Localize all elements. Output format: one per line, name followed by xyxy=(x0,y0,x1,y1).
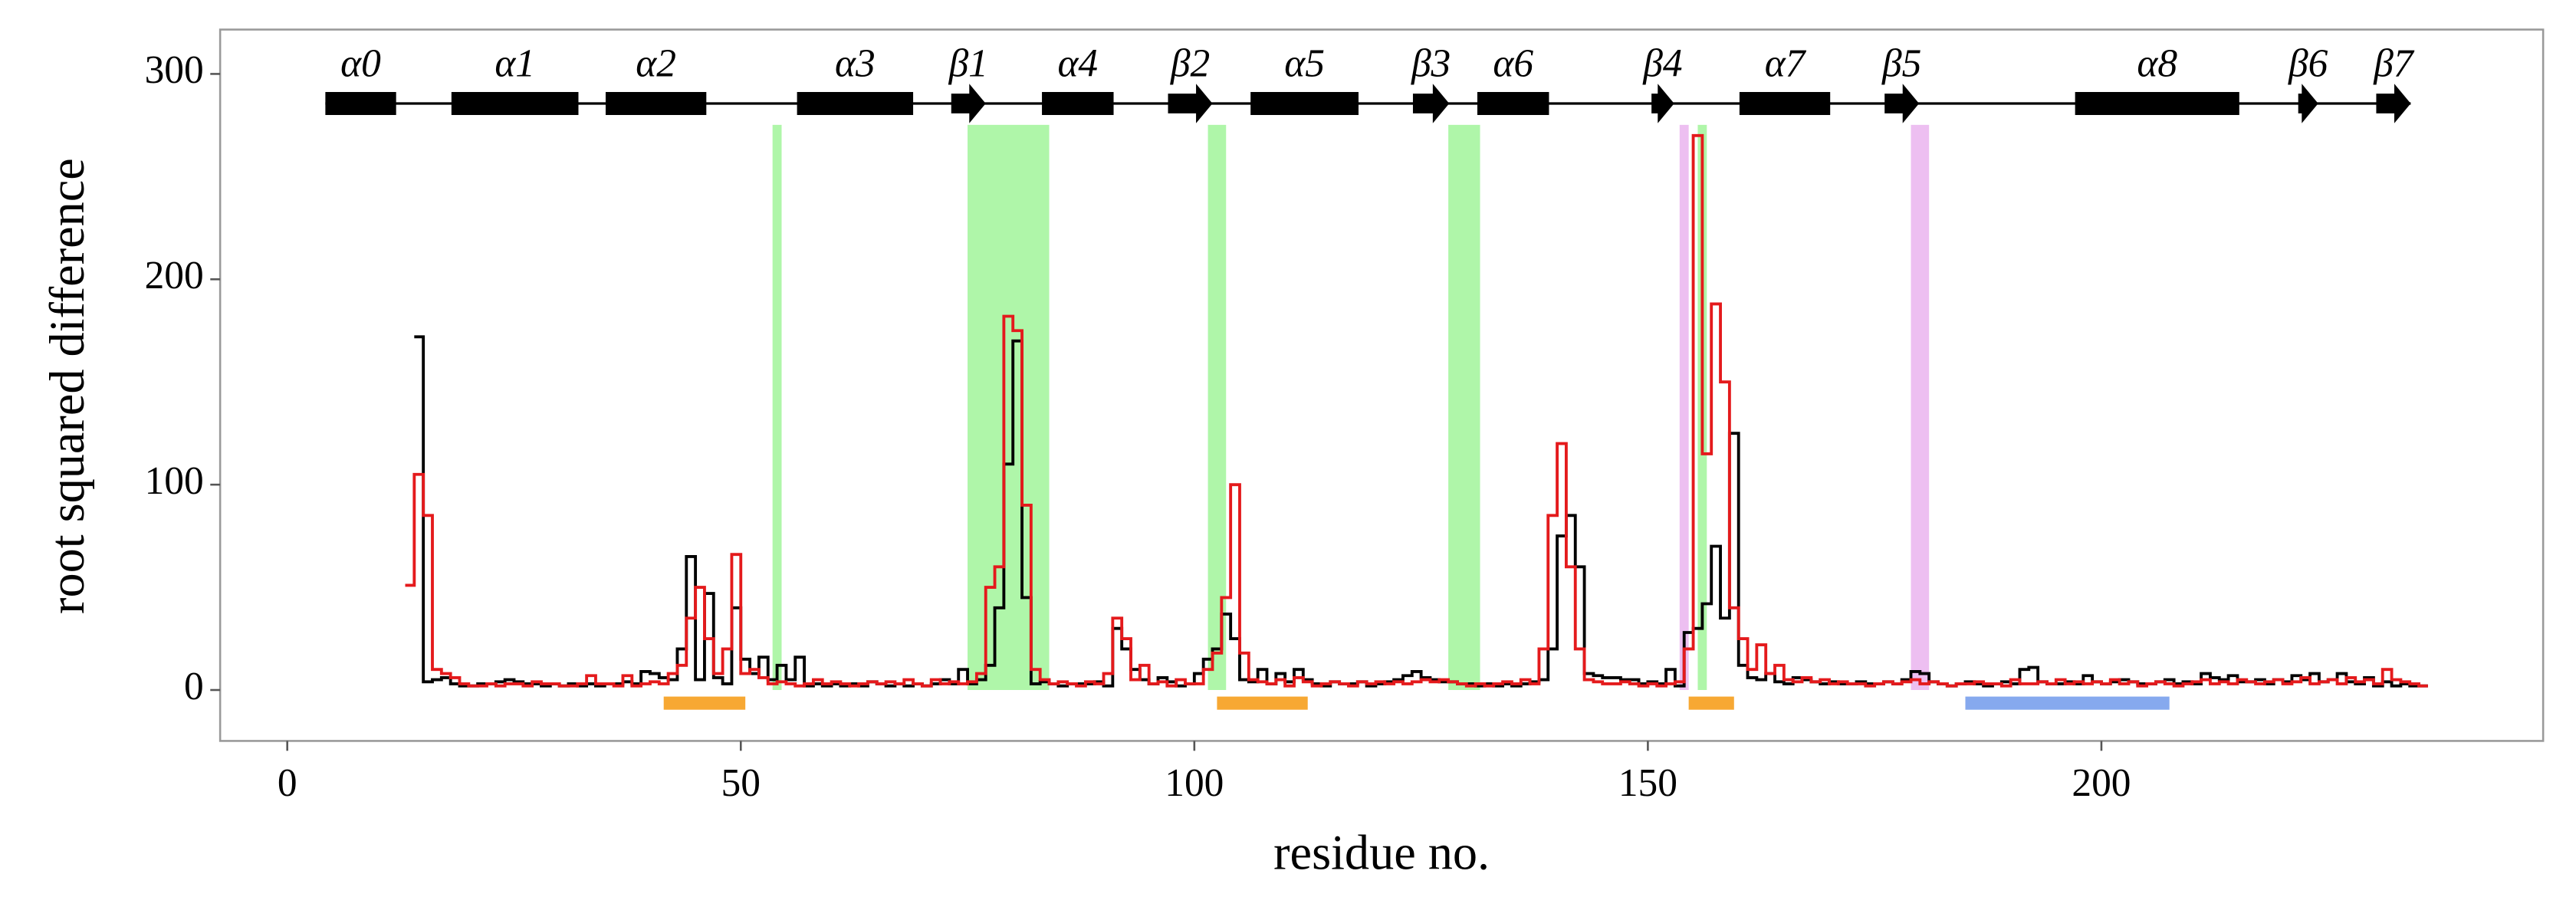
strand xyxy=(1168,84,1213,123)
highlight-band xyxy=(772,124,782,690)
step-line xyxy=(405,133,2428,688)
strand xyxy=(1412,84,1450,123)
region-bar xyxy=(1688,696,1734,710)
highlight-band xyxy=(1679,124,1689,690)
strand-label: β5 xyxy=(1881,42,1921,86)
y-tick-label: 300 xyxy=(145,48,204,92)
strand xyxy=(1651,84,1674,123)
x-tick-label: 100 xyxy=(1165,761,1224,805)
step-line xyxy=(414,335,2428,688)
strand-label: β3 xyxy=(1411,42,1451,86)
strand xyxy=(2298,84,2318,123)
highlight-band xyxy=(1208,124,1227,690)
x-axis-title: residue no. xyxy=(1273,825,1490,879)
helix xyxy=(1042,92,1114,115)
helix-label: α4 xyxy=(1057,42,1098,86)
strand-label: β6 xyxy=(2288,42,2328,86)
strand-label: β7 xyxy=(2373,42,2415,86)
x-tick-label: 150 xyxy=(1618,761,1677,805)
helix xyxy=(2075,92,2239,115)
y-axis-title: root squared difference xyxy=(40,158,94,614)
helix xyxy=(1250,92,1359,115)
helix-label: α0 xyxy=(340,42,381,86)
helix xyxy=(1477,92,1549,115)
strand-label: β2 xyxy=(1170,42,1210,86)
highlight-band xyxy=(1911,124,1930,690)
plot-frame xyxy=(219,28,2545,742)
helix xyxy=(605,92,707,115)
y-tick-label: 0 xyxy=(184,665,204,708)
helix xyxy=(325,92,396,115)
helix-label: α7 xyxy=(1765,42,1807,86)
x-tick-label: 50 xyxy=(721,761,761,805)
region-bar xyxy=(1965,696,2170,710)
helix-label: α5 xyxy=(1284,42,1325,86)
strand-label: β1 xyxy=(948,42,988,86)
helix-label: α6 xyxy=(1493,42,1533,86)
region-bar xyxy=(1217,696,1308,710)
highlight-band xyxy=(1448,124,1480,690)
x-tick-label: 0 xyxy=(278,761,297,805)
strand xyxy=(951,84,986,123)
x-tick-label: 200 xyxy=(2072,761,2131,805)
y-tick-label: 100 xyxy=(145,459,204,503)
strand xyxy=(1884,84,1920,123)
helix xyxy=(1739,92,1831,115)
highlight-band xyxy=(968,124,1050,690)
helix-label: α2 xyxy=(636,42,676,86)
helix-label: α1 xyxy=(495,42,535,86)
y-tick-label: 200 xyxy=(145,254,204,297)
strand-label: β4 xyxy=(1642,42,1682,86)
region-bar xyxy=(663,696,746,710)
helix-label: α8 xyxy=(2137,42,2177,86)
strand xyxy=(2376,84,2411,123)
helix-label: α3 xyxy=(835,42,876,86)
helix xyxy=(451,92,579,115)
helix xyxy=(797,92,914,115)
